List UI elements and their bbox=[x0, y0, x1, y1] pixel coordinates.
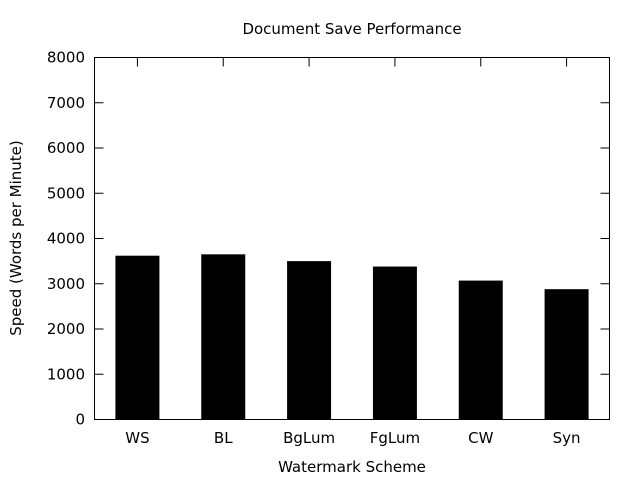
y-tick-label: 4000 bbox=[47, 230, 85, 248]
x-tick-label: BL bbox=[214, 429, 233, 447]
y-axis-label: Speed (Words per Minute) bbox=[7, 140, 25, 336]
y-tick-label: 1000 bbox=[47, 365, 85, 383]
y-tick-label: 5000 bbox=[47, 184, 85, 202]
bar-bl bbox=[201, 254, 246, 420]
y-tick-label: 8000 bbox=[47, 49, 85, 67]
bar-ws bbox=[115, 255, 160, 420]
x-tick-label: FgLum bbox=[370, 429, 420, 447]
x-tick-label: Syn bbox=[553, 429, 581, 447]
y-tick-label: 7000 bbox=[47, 94, 85, 112]
y-tick-label: 6000 bbox=[47, 139, 85, 157]
bar-cw bbox=[458, 280, 503, 420]
x-tick-label: CW bbox=[468, 429, 493, 447]
bar-bglum bbox=[287, 261, 332, 420]
bar-fglum bbox=[372, 266, 417, 420]
y-tick-label: 2000 bbox=[47, 320, 85, 338]
chart-title: Document Save Performance bbox=[242, 20, 461, 38]
x-axis: WS BL BgLum FgLum CW Syn bbox=[125, 57, 581, 447]
bars-group bbox=[115, 254, 589, 420]
bar-syn bbox=[544, 289, 589, 420]
plot-frame bbox=[94, 57, 610, 420]
x-tick-label: BgLum bbox=[283, 429, 335, 447]
y-tick-label: 0 bbox=[75, 411, 85, 429]
y-tick-label: 3000 bbox=[47, 275, 85, 293]
y-axis: 0 1000 2000 3000 4000 5000 6000 7000 8000 bbox=[47, 49, 610, 429]
x-axis-label: Watermark Scheme bbox=[278, 458, 426, 476]
x-tick-label: WS bbox=[125, 429, 149, 447]
